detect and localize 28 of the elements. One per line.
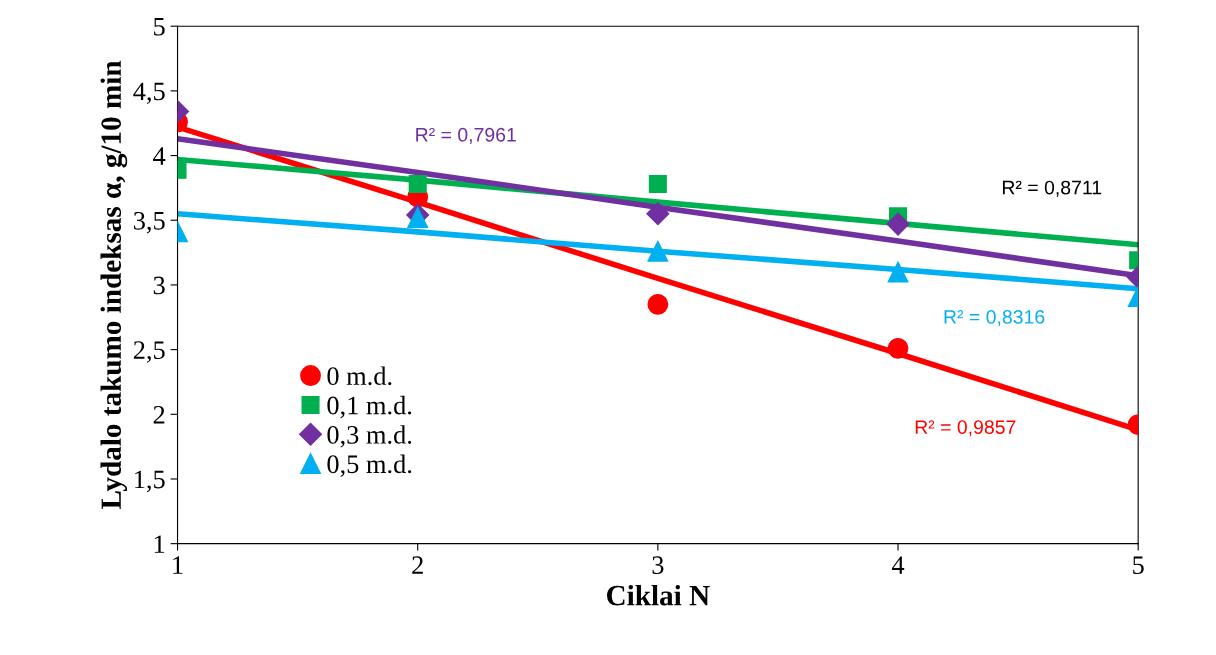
y-tick-label: 1,5 xyxy=(135,470,165,493)
y-tick-label: 1 xyxy=(154,535,165,553)
annotation: R² = 0,7961 xyxy=(416,127,516,144)
x-tick-label: 5 xyxy=(1133,556,1144,575)
y-tick-label: 4,5 xyxy=(133,82,165,105)
y-tick-label: 2,5 xyxy=(133,341,165,363)
point xyxy=(646,202,670,226)
y-tick-label: 2 xyxy=(153,405,165,424)
point xyxy=(648,174,667,194)
point xyxy=(647,293,669,315)
y-tick-label: 3 xyxy=(153,276,165,295)
y-tick-label: 3,5 xyxy=(134,211,165,234)
x-tick-label: 3 xyxy=(652,556,664,575)
annotation: R² = 0,8711 xyxy=(1002,180,1102,197)
legend-label: 0,5 m.d. xyxy=(327,454,412,477)
x-axis-title: Ciklai N xyxy=(607,584,710,606)
x-tick-label: 2 xyxy=(412,556,423,574)
annotation: R² = 0,8316 xyxy=(944,310,1045,327)
point xyxy=(647,240,669,262)
annotation: R² = 0,9857 xyxy=(915,420,1016,437)
legend-label: 0,1 m.d. xyxy=(327,395,412,419)
y-tick-label: 5 xyxy=(154,18,165,36)
x-tick-label: 1 xyxy=(173,556,183,574)
x-tick-label: 4 xyxy=(891,556,905,574)
legend-label: 0,3 m.d. xyxy=(327,425,412,448)
legend-label: 0 m.d. xyxy=(327,366,392,386)
y-axis-title: Lydalo takumo indeksas α, g/10 min xyxy=(100,60,128,509)
y-tick-label: 4 xyxy=(153,147,166,165)
